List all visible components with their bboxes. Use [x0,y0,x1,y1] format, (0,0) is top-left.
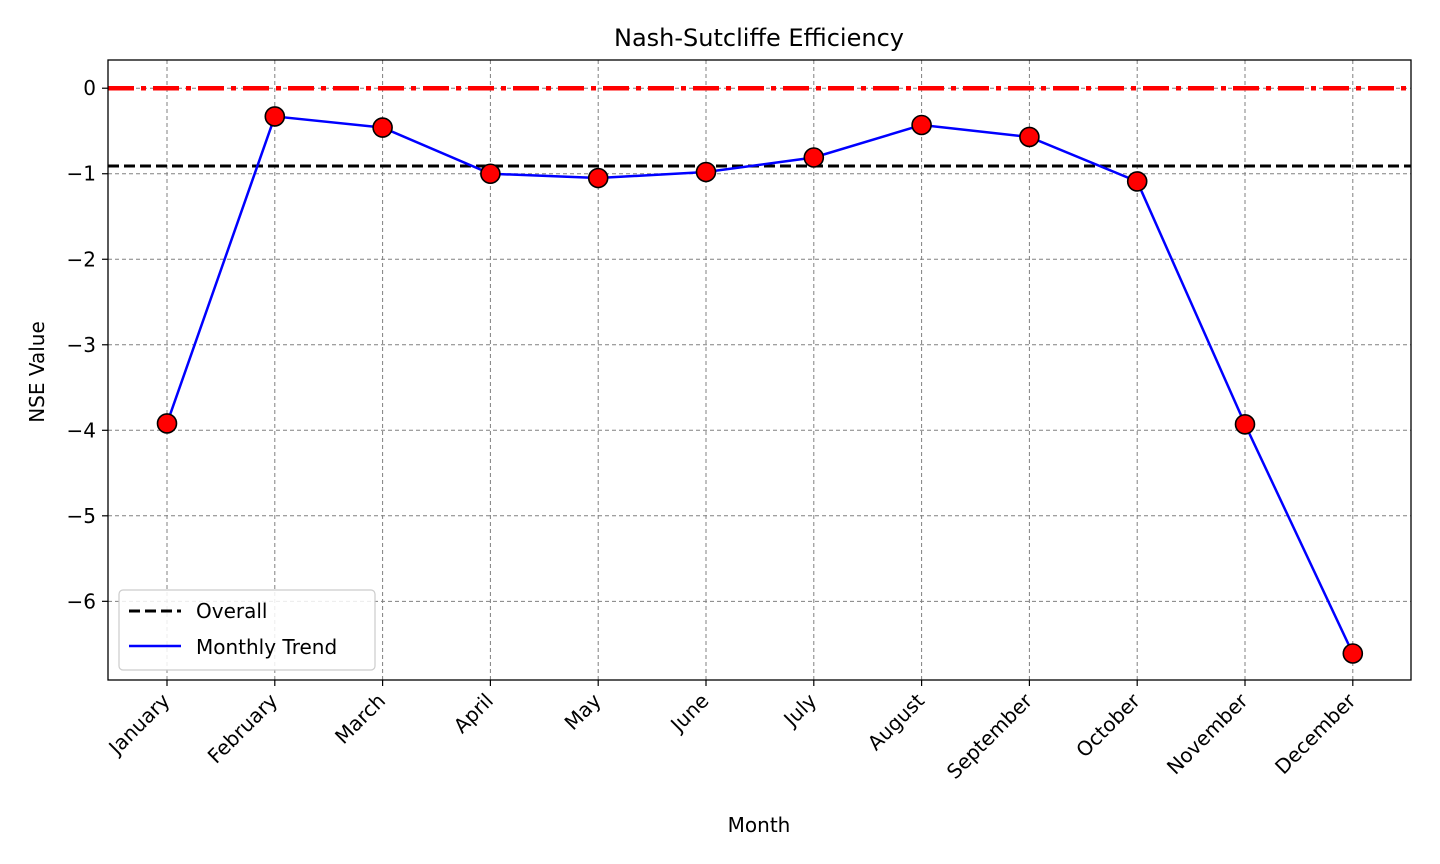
chart-title: Nash-Sutcliffe Efficiency [614,24,904,52]
series-line [165,115,1354,655]
data-point [587,167,609,189]
data-point [911,114,932,136]
data-point [372,117,393,138]
reference-lines [108,85,1411,168]
y-tick-label: 0 [83,76,96,100]
data-point [264,106,286,127]
y-tick-label: −5 [67,504,96,528]
plot-area-frame [107,59,1412,681]
data-point [803,147,825,168]
data-point [480,163,501,185]
x-axis-label: Month [728,813,791,837]
data-point [1019,126,1040,148]
data-point [1126,171,1148,192]
legend-label-overall: Overall [196,599,267,623]
y-tick-label: −2 [67,247,96,271]
data-point [1342,643,1364,664]
series-monthly-trend [156,106,1364,664]
legend-box [118,589,376,671]
y-tick-label: −1 [67,162,96,186]
y-tick-label: −4 [67,418,96,442]
data-point [156,413,178,434]
legend-label-monthly-trend: Monthly Trend [196,635,337,659]
y-tick-label: −3 [67,333,96,357]
data-point [1234,414,1256,435]
y-axis-label: NSE Value [25,321,49,423]
data-point [695,161,717,183]
legend: Overall Monthly Trend [118,589,376,671]
y-tick-label: −6 [67,589,96,613]
